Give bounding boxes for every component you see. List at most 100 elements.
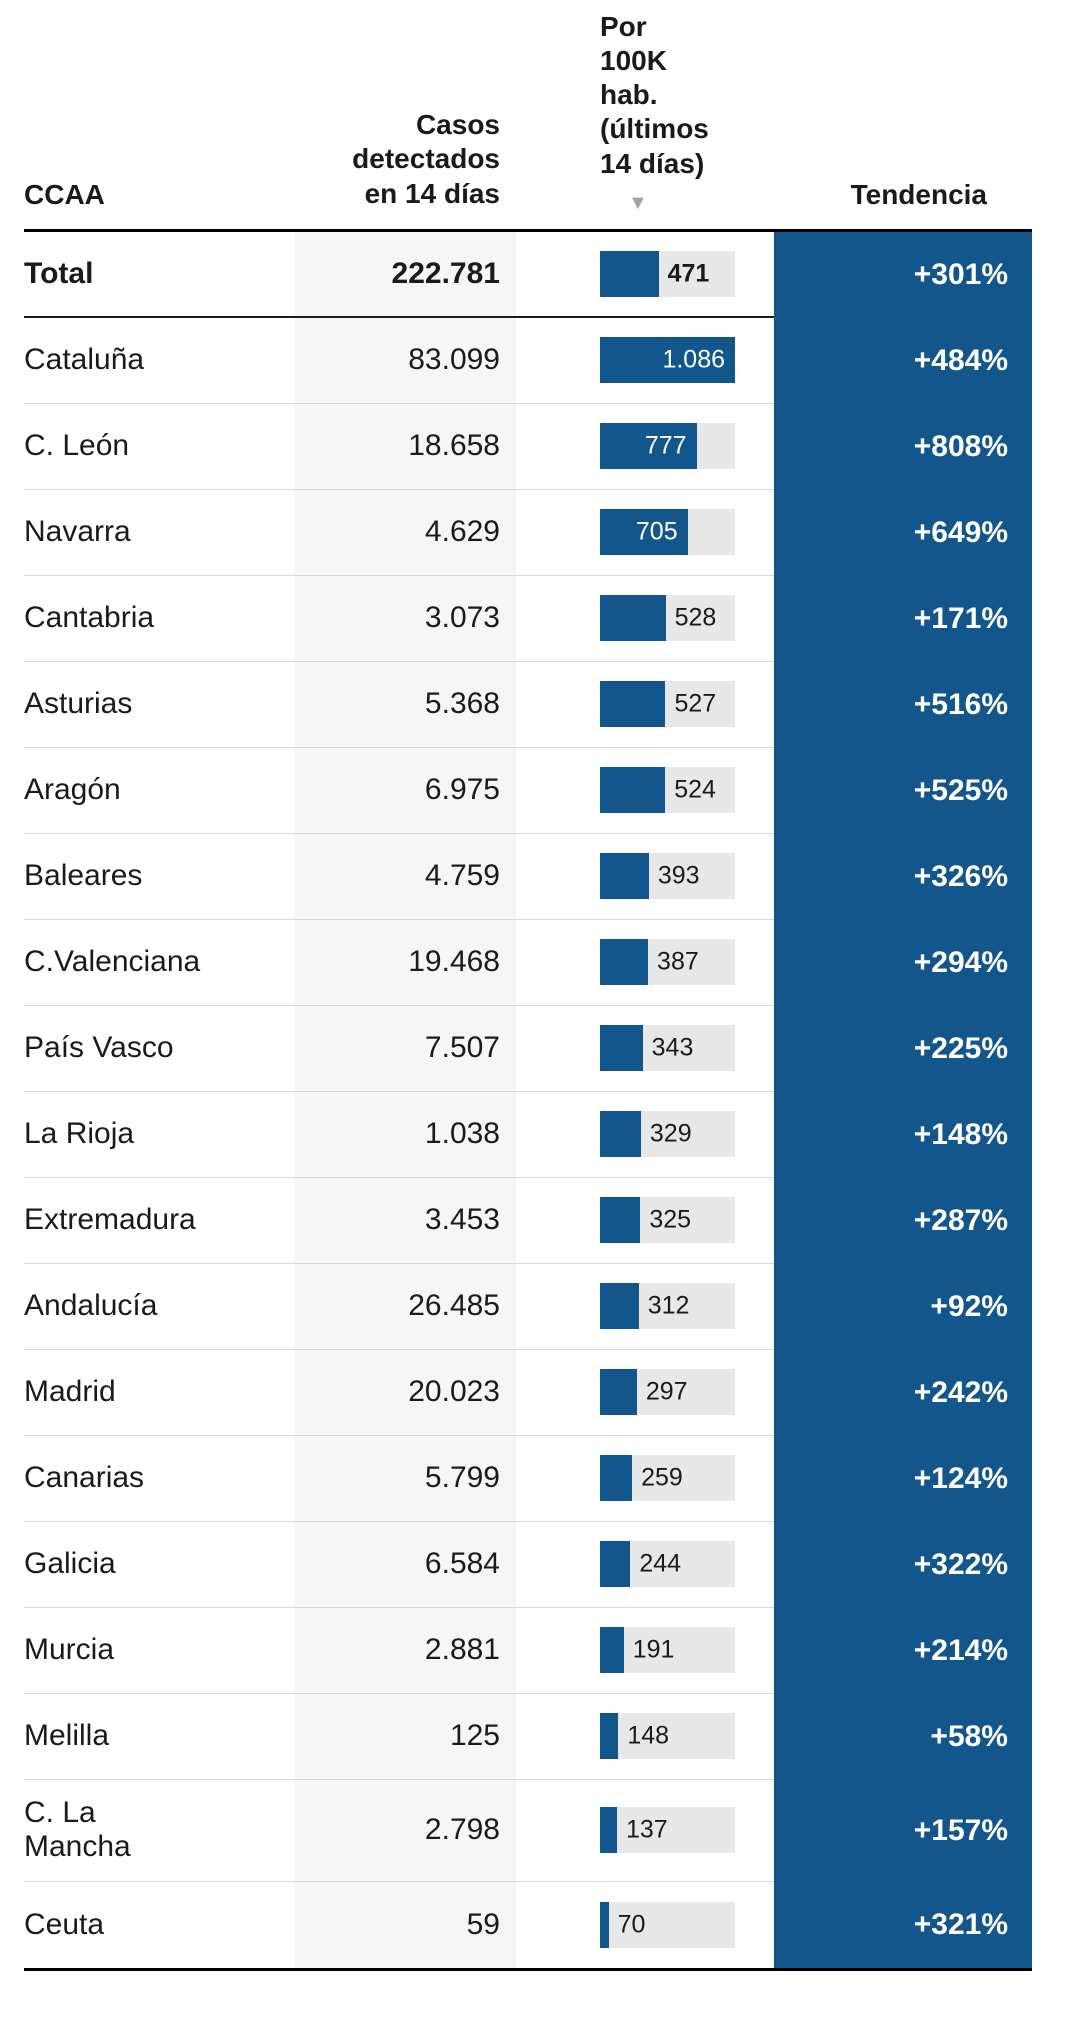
cases-value: 18.658 (294, 403, 516, 489)
cases-value: 6.975 (294, 747, 516, 833)
row-left-cells: Andalucía 26.485 312 (24, 1263, 774, 1350)
per100k-bar (600, 1627, 624, 1674)
per100k-bar (600, 1901, 609, 1948)
per100k-cell: 471 (516, 250, 735, 297)
bar-track: 777 (600, 423, 735, 470)
trend-value: +294% (774, 919, 1032, 1006)
row-left-cells: Total 222.781 471 (24, 231, 774, 318)
region-name: Navarra (24, 515, 131, 549)
trend-value: +171% (774, 575, 1032, 662)
table-row: Andalucía 26.485 312 +92% (24, 1263, 1032, 1350)
bar-track: 312 (600, 1283, 735, 1330)
cases-value: 6.584 (294, 1521, 516, 1607)
cases-value: 59 (294, 1881, 516, 1968)
cases-value: 5.799 (294, 1435, 516, 1521)
cases-value: 4.629 (294, 489, 516, 575)
table-row: Cantabria 3.073 528 +171% (24, 575, 1032, 662)
table-row: Galicia 6.584 244 +322% (24, 1521, 1032, 1608)
per100k-bar (600, 1283, 639, 1330)
header-por-100k[interactable]: Por 100K hab. (últimos 14 días) ▼ (516, 10, 735, 229)
per100k-value: 244 (639, 1549, 682, 1578)
bar-track: 259 (600, 1455, 735, 1502)
table-row: Madrid 20.023 297 +242% (24, 1349, 1032, 1436)
bar-track: 148 (600, 1713, 735, 1760)
cases-value: 4.759 (294, 833, 516, 919)
bar-track: 137 (600, 1807, 735, 1854)
per100k-cell: 137 (516, 1807, 735, 1854)
table-bottom-border (24, 1967, 1032, 1971)
table-row: Baleares 4.759 393 +326% (24, 833, 1032, 920)
header-casos-detectados: Casos detectados en 14 días (352, 109, 500, 209)
bar-track: 524 (600, 767, 735, 814)
per100k-bar (600, 1025, 643, 1072)
trend-value: +516% (774, 661, 1032, 748)
row-left-cells: Murcia 2.881 191 (24, 1607, 774, 1694)
row-left-cells: Melilla 125 148 (24, 1693, 774, 1780)
per100k-cell: 297 (516, 1369, 735, 1416)
row-left-cells: Canarias 5.799 259 (24, 1435, 774, 1522)
per100k-bar (600, 681, 666, 728)
trend-value: +148% (774, 1091, 1032, 1178)
cases-value: 26.485 (294, 1263, 516, 1349)
table-header-row: CCAA Casos detectados en 14 días Por 100… (24, 10, 1032, 232)
table-row: Melilla 125 148 +58% (24, 1693, 1032, 1780)
per100k-value: 191 (632, 1635, 675, 1664)
region-name: C.Valenciana (24, 945, 201, 979)
per100k-value: 705 (635, 517, 678, 546)
cases-value: 2.798 (294, 1779, 516, 1881)
region-name: Baleares (24, 859, 143, 893)
per100k-value: 259 (641, 1463, 683, 1492)
per100k-cell: 387 (516, 939, 735, 986)
per100k-value: 387 (657, 947, 699, 976)
bar-track: 1.086 (600, 337, 735, 384)
per100k-cell: 393 (516, 853, 735, 900)
table-row-total: Total 222.781 471 +301% (24, 231, 1032, 318)
per100k-bar (600, 1111, 641, 1158)
per100k-cell: 343 (516, 1025, 735, 1072)
cases-value: 2.881 (294, 1607, 516, 1693)
region-name: Extremadura (24, 1203, 196, 1237)
per100k-bar (600, 767, 666, 814)
cases-value: 19.468 (294, 919, 516, 1005)
cases-value: 3.073 (294, 575, 516, 661)
row-left-cells: La Rioja 1.038 329 (24, 1091, 774, 1178)
regions-table: CCAA Casos detectados en 14 días Por 100… (24, 10, 1032, 1971)
per100k-cell: 527 (516, 681, 735, 728)
trend-value: +321% (774, 1881, 1032, 1968)
trend-value: +287% (774, 1177, 1032, 1264)
row-left-cells: Aragón 6.975 524 (24, 747, 774, 834)
per100k-cell: 148 (516, 1713, 735, 1760)
table-row: Asturias 5.368 527 +516% (24, 661, 1032, 748)
bar-track: 705 (600, 509, 735, 556)
header-por-100k-label: Por 100K hab. (últimos 14 días) (600, 11, 709, 179)
sort-desc-icon[interactable]: ▼ (628, 191, 648, 214)
row-left-cells: C. León 18.658 777 (24, 403, 774, 490)
region-name: Canarias (24, 1461, 145, 1495)
per100k-bar (600, 1455, 633, 1502)
trend-value: +808% (774, 403, 1032, 490)
row-left-cells: Extremadura 3.453 325 (24, 1177, 774, 1264)
bar-track: 325 (600, 1197, 735, 1244)
table-row: Aragón 6.975 524 +525% (24, 747, 1032, 834)
bar-track: 393 (600, 853, 735, 900)
table-row: Cataluña 83.099 1.086 +484% (24, 317, 1032, 404)
bar-track: 527 (600, 681, 735, 728)
bar-track: 387 (600, 939, 735, 986)
table-row: Ceuta 59 70 +321% (24, 1881, 1032, 1968)
row-left-cells: Cantabria 3.073 528 (24, 575, 774, 662)
trend-value: +214% (774, 1607, 1032, 1694)
per100k-value: 527 (674, 689, 717, 718)
trend-value: +58% (774, 1693, 1032, 1780)
trend-value: +649% (774, 489, 1032, 576)
trend-value: +225% (774, 1005, 1032, 1092)
trend-value: +322% (774, 1521, 1032, 1608)
per100k-value: 325 (649, 1205, 692, 1234)
trend-value: +525% (774, 747, 1032, 834)
bar-track: 191 (600, 1627, 735, 1674)
cases-value: 1.038 (294, 1091, 516, 1177)
table-row: Murcia 2.881 191 +214% (24, 1607, 1032, 1694)
region-name: La Rioja (24, 1117, 135, 1151)
per100k-value: 137 (626, 1815, 668, 1844)
region-name: Murcia (24, 1633, 115, 1667)
